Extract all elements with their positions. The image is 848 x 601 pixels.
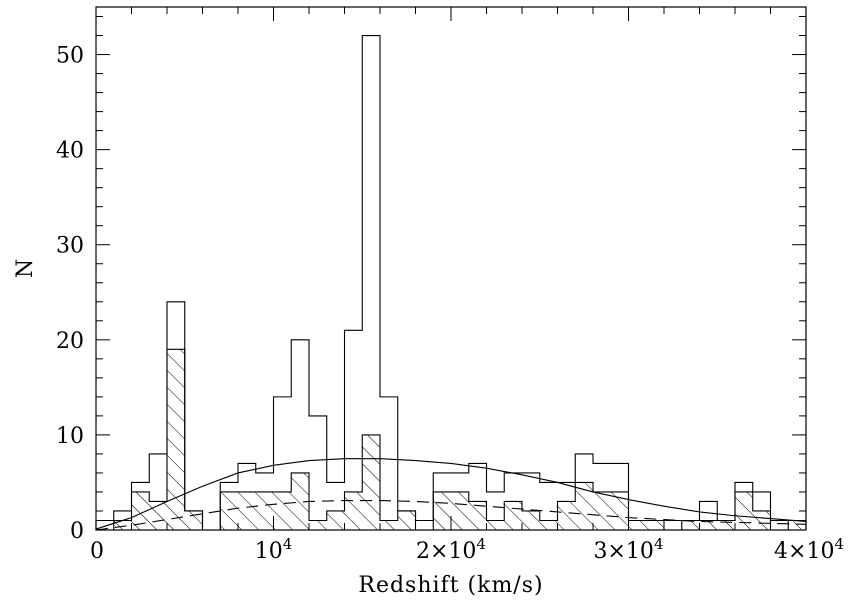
hatched-bar <box>681 520 700 530</box>
x-axis-title: Redshift (km/s) <box>358 573 543 598</box>
x-tick-label: 104 <box>255 535 293 564</box>
hatched-bar <box>291 472 309 530</box>
hatched-bar <box>273 491 292 530</box>
hatched-bar <box>610 491 629 530</box>
hatched-bar <box>788 520 806 530</box>
hatched-bar <box>149 501 167 530</box>
x-tick-label: 4×104 <box>774 535 844 564</box>
hatched-bar <box>717 520 735 530</box>
y-axis-title: N <box>13 258 38 278</box>
hatched-bar <box>309 520 327 530</box>
hatched-histogram <box>96 348 807 531</box>
outline-histogram <box>95 34 807 531</box>
y-tick-labels: 0 10 20 30 40 50 <box>56 44 84 544</box>
hatched-bar <box>557 501 576 530</box>
hatched-bar <box>539 520 558 530</box>
hatched-bar <box>646 520 664 530</box>
outline-histogram-step <box>95 34 807 531</box>
hatched-bar <box>380 520 398 530</box>
hatched-bar <box>326 510 345 530</box>
hatched-bar <box>699 520 718 530</box>
hatched-bar <box>397 510 416 530</box>
dashed-model-curve <box>95 499 807 531</box>
plot-frame <box>95 6 807 531</box>
hatched-bar <box>238 491 256 530</box>
x-tick-labels: 0 104 2×104 3×104 4×104 <box>90 535 844 564</box>
hatched-bar <box>184 510 203 530</box>
model-curves <box>95 458 807 531</box>
hatched-bar <box>735 491 753 530</box>
x-tick-label: 3×104 <box>594 535 664 564</box>
hatched-bar <box>522 510 540 530</box>
hatched-bar <box>255 491 274 530</box>
y-tick-label: 30 <box>56 234 84 259</box>
hatched-bar <box>433 491 451 530</box>
hatched-bar <box>131 491 150 530</box>
hatched-bar <box>486 520 505 530</box>
y-tick-label: 20 <box>56 329 84 354</box>
hatched-bar <box>220 491 238 530</box>
y-tick-label: 10 <box>56 424 84 449</box>
y-tick-label: 40 <box>56 139 84 164</box>
hatched-bar <box>575 482 593 530</box>
hatched-bar <box>468 501 487 530</box>
x-tick-label: 0 <box>90 539 104 564</box>
hatched-bar <box>451 491 469 530</box>
hatched-bar <box>628 520 647 530</box>
solid-model-curve <box>95 458 807 530</box>
y-tick-label: 50 <box>56 44 84 69</box>
x-tick-label: 2×104 <box>416 535 486 564</box>
hatched-bar <box>593 491 611 530</box>
hatched-bar <box>504 501 522 530</box>
hatched-bar <box>167 349 185 530</box>
hatched-bar <box>752 510 771 530</box>
hatched-bar <box>362 434 380 530</box>
hatched-bar <box>344 491 363 530</box>
axis-ticks <box>95 7 807 531</box>
y-tick-label: 0 <box>70 519 84 544</box>
hatched-bar <box>113 520 132 530</box>
